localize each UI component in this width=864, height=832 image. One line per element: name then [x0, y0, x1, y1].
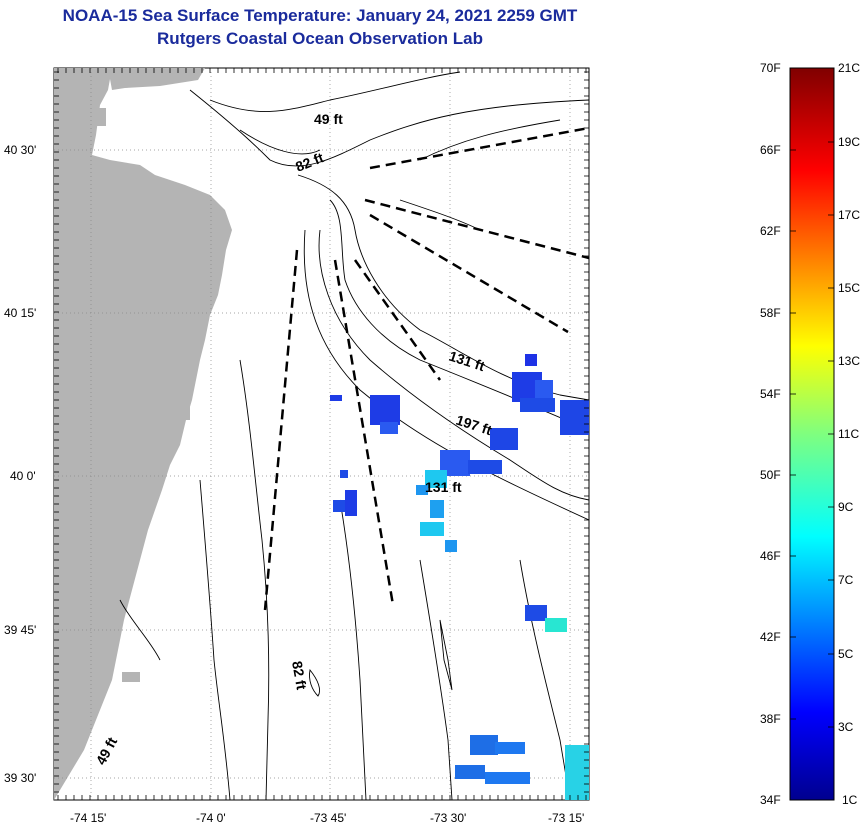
- island: [122, 672, 140, 682]
- depth-contours: [119, 71, 589, 800]
- map-title: NOAA-15 Sea Surface Temperature: January…: [62, 6, 578, 25]
- colorbar-f-label: 58F: [760, 306, 781, 320]
- colorbar-f-label: 66F: [760, 143, 781, 157]
- lat-tick-label: 39 30': [4, 771, 36, 785]
- lat-tick-label: 40 15': [4, 306, 36, 320]
- land-area-north: [54, 68, 205, 90]
- lon-tick-label: -74 15': [70, 811, 106, 825]
- colorbar-f-label: 42F: [760, 630, 781, 644]
- colorbar-f-label: 50F: [760, 468, 781, 482]
- colorbar-c-label: 15C: [838, 281, 860, 295]
- colorbar-c-label: 3C: [838, 720, 854, 734]
- colorbar-c-label: 7C: [838, 573, 854, 587]
- lon-tick-label: -73 30': [430, 811, 466, 825]
- lon-tick-label: -74 0': [196, 811, 226, 825]
- colorbar-c-label: 21C: [838, 61, 860, 75]
- colorbar-c-label: 17C: [838, 208, 860, 222]
- colorbar-f-label: 34F: [760, 793, 781, 807]
- lon-tick-label: -73 45': [310, 811, 346, 825]
- colorbar-f-label: 46F: [760, 549, 781, 563]
- depth-label: 49 ft: [314, 111, 343, 127]
- frame-ticks: [54, 68, 589, 800]
- colorbar-c-label: 1C: [842, 793, 858, 807]
- colorbar-c-label: 9C: [838, 500, 854, 514]
- map-subtitle: Rutgers Coastal Ocean Observation Lab: [157, 29, 483, 48]
- land-area: [54, 68, 232, 800]
- colorbar-c-label: 19C: [838, 135, 860, 149]
- depth-label: 82 ft: [289, 660, 310, 691]
- sst-patches: [330, 354, 589, 800]
- colorbar-f-label: 70F: [760, 61, 781, 75]
- colorbar-c-label: 11C: [838, 427, 859, 441]
- colorbar-f-label: 62F: [760, 224, 781, 238]
- shipping-lanes: [263, 126, 589, 611]
- colorbar-c-label: 5C: [838, 647, 854, 661]
- lon-tick-label: -73 15': [548, 811, 584, 825]
- depth-label: 131 ft: [425, 479, 462, 495]
- colorbar-c-label: 13C: [838, 354, 860, 368]
- lat-tick-label: 39 45': [4, 623, 36, 637]
- colorbar: [789, 67, 835, 801]
- island: [180, 390, 190, 420]
- colorbar-ticks: [790, 141, 834, 728]
- colorbar-f-label: 54F: [760, 387, 781, 401]
- lat-tick-label: 40 0': [10, 469, 36, 483]
- island: [92, 108, 106, 126]
- colorbar-f-label: 38F: [760, 712, 781, 726]
- lat-tick-label: 40 30': [4, 143, 36, 157]
